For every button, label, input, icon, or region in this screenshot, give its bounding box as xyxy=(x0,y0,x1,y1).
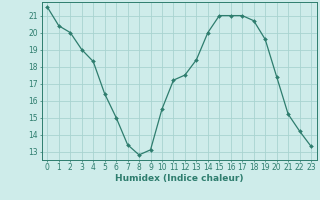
X-axis label: Humidex (Indice chaleur): Humidex (Indice chaleur) xyxy=(115,174,244,183)
